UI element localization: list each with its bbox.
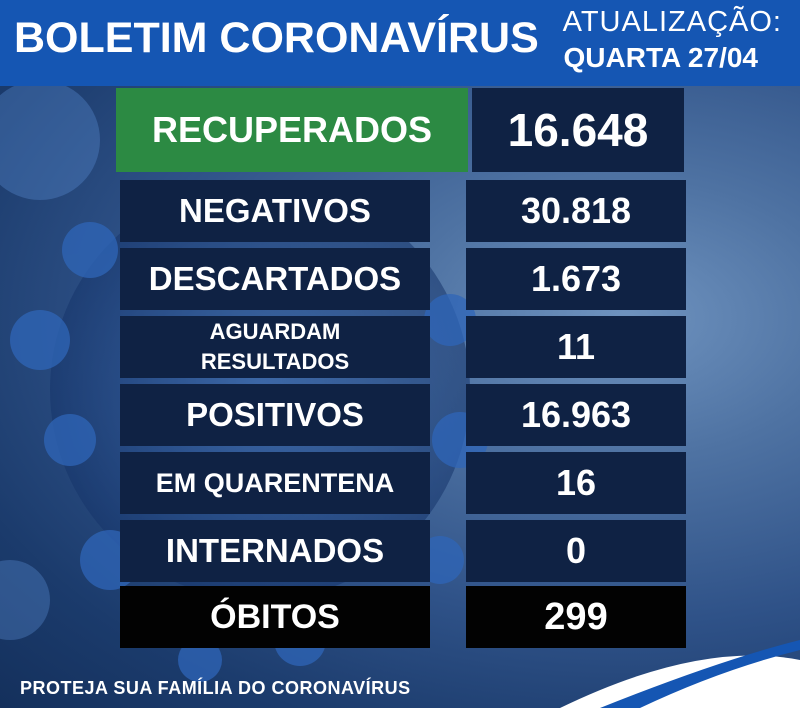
page-title: BOLETIM CORONAVÍRUS (14, 14, 539, 62)
value-obitos: 299 (466, 586, 686, 648)
label-text: INTERNADOS (165, 532, 385, 569)
update-date: QUARTA 27/04 (563, 42, 759, 73)
label-positivos: POSITIVOS (120, 384, 430, 446)
label-line-1: AGUARDAM (209, 319, 341, 344)
label-line-2: RESULTADOS (200, 349, 350, 374)
value-text: 16.963 (520, 394, 632, 435)
label-text: RECUPERADOS (151, 109, 433, 150)
label-aguardam-resultados: AGUARDAM RESULTADOS (120, 316, 430, 378)
value-text: 16.648 (507, 104, 649, 156)
label-text: NEGATIVOS (179, 192, 371, 229)
value-text: 30.818 (520, 190, 632, 231)
label-text: DESCARTADOS (148, 260, 402, 297)
value-text: 16 (555, 462, 597, 503)
label-em-quarentena: EM QUARENTENA (120, 452, 430, 514)
value-internados: 0 (466, 520, 686, 582)
value-positivos: 16.963 (466, 384, 686, 446)
value-recuperados: 16.648 (472, 88, 684, 172)
value-descartados: 1.673 (466, 248, 686, 310)
label-recuperados: RECUPERADOS (116, 88, 468, 172)
value-text: 0 (565, 530, 587, 571)
value-em-quarentena: 16 (466, 452, 686, 514)
label-text: EM QUARENTENA (155, 467, 395, 498)
update-label: ATUALIZAÇÃO: (562, 6, 782, 38)
label-negativos: NEGATIVOS (120, 180, 430, 242)
label-text: ÓBITOS (210, 597, 340, 636)
header-bar: BOLETIM CORONAVÍRUS ATUALIZAÇÃO: QUARTA … (0, 0, 800, 86)
footer-message: PROTEJA SUA FAMÍLIA DO CORONAVÍRUS (20, 678, 411, 698)
value-text: 299 (544, 595, 608, 638)
value-aguardam-resultados: 11 (466, 316, 686, 378)
value-negativos: 30.818 (466, 180, 686, 242)
label-obitos: ÓBITOS (120, 586, 430, 648)
label-descartados: DESCARTADOS (120, 248, 430, 310)
label-internados: INTERNADOS (120, 520, 430, 582)
value-text: 1.673 (530, 258, 622, 299)
label-text: POSITIVOS (186, 396, 364, 433)
value-text: 11 (556, 326, 596, 367)
